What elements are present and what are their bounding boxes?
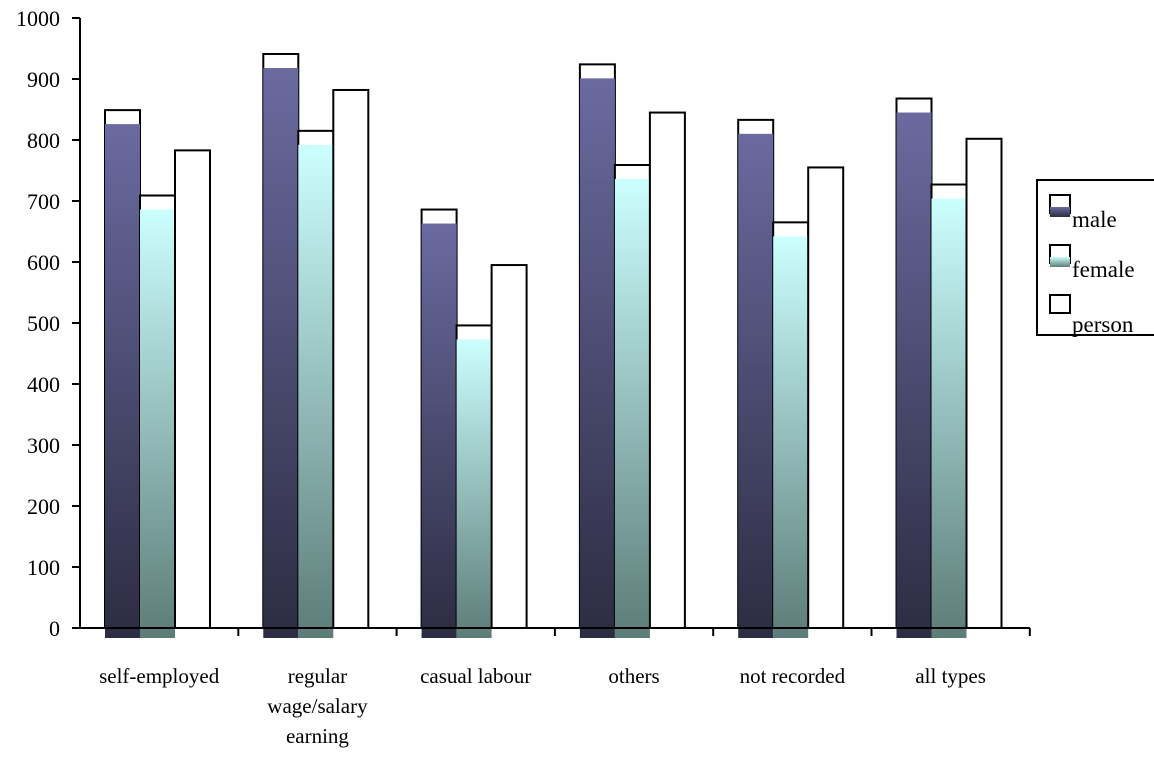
bar-face [807,166,845,629]
bar-face [263,67,299,639]
bar-face [456,339,492,638]
bar-female [297,129,335,638]
y-tick-label: 400 [27,372,60,397]
bar-person [332,88,370,630]
x-tick-label: others [608,664,659,688]
bar-face [140,209,175,638]
legend-item-male: male [1049,194,1117,232]
bar-female [455,324,493,638]
bar-face [738,133,774,638]
bar-male [895,97,933,638]
axes-layer: 0 100 200 300 400 500 600 700 800 900 1000 self-emp… [16,6,1031,748]
bar-female [613,164,651,638]
bar-face [105,124,140,639]
bar-female [930,183,968,638]
bar-face [298,144,334,638]
legend-swatch-fill [1050,257,1070,267]
bar-male [737,118,775,638]
bar-male [262,52,300,639]
bar-face [931,198,967,638]
x-tick-label: self-employed [99,664,220,688]
y-tick-label: 900 [27,67,60,92]
bar-face [965,137,1003,629]
bar-person [648,111,686,630]
legend-swatch-fill [1050,207,1070,217]
bar-face [174,149,211,629]
legend: male female person [1036,179,1154,337]
legend-label: male [1072,207,1117,232]
bar-face [614,179,650,638]
x-tick-label: all types [915,664,986,688]
legend-label: female [1072,257,1135,282]
bar-face [490,264,528,629]
y-tick-label: 1000 [16,6,60,31]
legend-swatch [1049,294,1071,314]
bar-person [490,264,528,629]
x-tick-label: regular wage/salary earning [267,664,368,748]
bar-face [896,112,932,638]
y-tick-label: 100 [27,555,60,580]
bar-face [421,223,457,639]
bar-face [579,78,615,639]
bar-male [104,109,141,639]
x-tick-label: not recorded [740,664,846,688]
bar-male [578,63,616,639]
legend-item-person: person [1049,294,1134,337]
y-tick-label: 200 [27,494,60,519]
legend-item-female: female [1049,244,1135,282]
bar-female [772,221,810,638]
legend-label: person [1072,312,1134,337]
y-tick-label: 700 [27,189,60,214]
bar-face [648,111,686,630]
bar-female [139,194,176,638]
bars-layer [104,52,1003,639]
y-tick-label: 600 [27,250,60,275]
bar-person [965,137,1003,629]
y-tick-label: 0 [49,616,60,641]
bar-face [773,236,809,638]
y-tick-label: 800 [27,128,60,153]
x-tick-label: casual labour [420,664,531,688]
y-tick-label: 300 [27,433,60,458]
bar-face [332,88,370,630]
bar-male [420,208,458,639]
y-tick-label: 500 [27,311,60,336]
bar-person [174,149,211,629]
bar-person [807,166,845,629]
